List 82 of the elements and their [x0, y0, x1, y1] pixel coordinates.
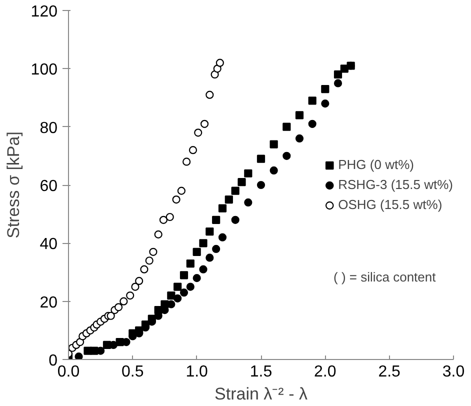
x-tick-label: 2.5	[378, 364, 401, 380]
point	[90, 346, 98, 355]
legend-label: OSHG (15.5 wt%)	[338, 197, 442, 212]
point	[308, 96, 316, 105]
point	[206, 227, 214, 236]
legend-label: PHG (0 wt%)	[338, 157, 414, 172]
point	[186, 282, 194, 291]
point	[174, 294, 182, 302]
point	[145, 256, 154, 265]
point	[192, 248, 201, 256]
point	[308, 120, 316, 128]
point	[192, 274, 201, 282]
point	[174, 282, 182, 291]
y-tick-label: 20	[40, 294, 58, 312]
point	[180, 288, 188, 297]
point	[154, 230, 162, 238]
point	[210, 70, 219, 79]
point	[186, 259, 194, 268]
point	[206, 90, 214, 99]
point	[321, 100, 330, 108]
point	[140, 265, 148, 274]
point	[188, 146, 198, 154]
point	[346, 62, 355, 70]
point	[256, 154, 266, 163]
point	[76, 338, 84, 346]
point	[270, 140, 278, 148]
point	[270, 166, 278, 174]
point	[172, 196, 180, 204]
legend-label: RSHG-3 (15.5 wt%)	[338, 177, 453, 192]
point	[177, 186, 186, 195]
x-tick-label: 1.5	[250, 364, 272, 380]
point	[231, 186, 240, 195]
y-axis-title: Stress σ [kPa]	[4, 132, 23, 238]
point	[218, 204, 227, 212]
point	[199, 239, 208, 248]
point	[334, 70, 342, 79]
point	[159, 216, 168, 224]
point	[244, 198, 252, 206]
annotation: ( ) = silica content	[334, 270, 436, 284]
point	[282, 122, 291, 131]
point	[231, 216, 240, 224]
point	[199, 265, 208, 274]
point	[321, 84, 330, 94]
point	[182, 158, 191, 166]
point	[206, 254, 214, 262]
point	[166, 212, 174, 222]
point	[180, 271, 188, 280]
point	[295, 134, 304, 143]
x-axis-title: Strain λ⁻² - λ	[214, 384, 308, 404]
point	[126, 291, 134, 300]
point	[74, 352, 83, 360]
point	[114, 303, 123, 312]
point	[212, 244, 220, 254]
point	[295, 111, 304, 120]
point	[238, 178, 246, 186]
y-tick-label: 120	[30, 4, 58, 20]
y-tick-label: 40	[40, 236, 58, 254]
point	[200, 120, 209, 128]
point	[334, 79, 342, 88]
point	[194, 128, 202, 137]
y-tick-label: 80	[40, 120, 58, 137]
point	[218, 233, 227, 242]
point	[106, 312, 115, 320]
x-tick-label: 0.0	[57, 364, 80, 380]
x-tick-label: 1.0	[186, 364, 208, 380]
point	[135, 276, 144, 286]
point	[216, 58, 224, 67]
point	[224, 195, 233, 204]
point	[256, 180, 266, 190]
x-tick-label: 2.0	[314, 364, 336, 380]
point	[120, 297, 128, 306]
point	[282, 152, 291, 160]
x-tick-label: 0.5	[122, 364, 144, 380]
x-tick-label: 3.0	[442, 364, 465, 380]
point	[149, 248, 158, 256]
y-tick-label: 60	[40, 178, 58, 195]
point	[212, 216, 220, 224]
point	[244, 169, 252, 178]
point	[167, 291, 176, 300]
y-tick-label: 0	[48, 352, 58, 370]
y-tick-label: 100	[30, 62, 58, 79]
point	[131, 282, 140, 291]
